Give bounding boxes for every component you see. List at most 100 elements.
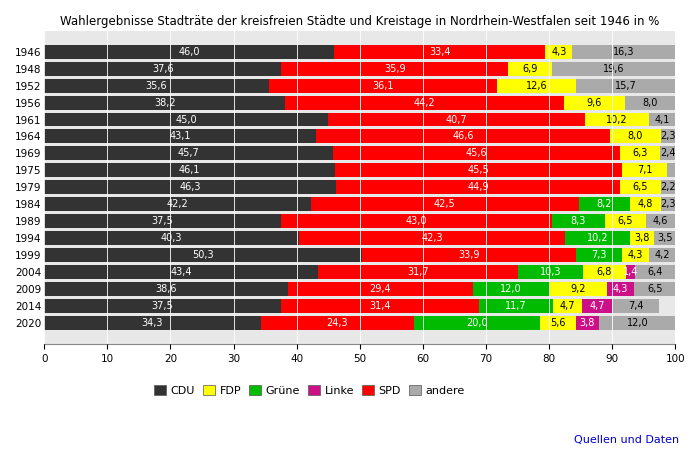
Text: 2,3: 2,3 — [660, 199, 675, 209]
Bar — [545, 45, 573, 58]
Bar — [575, 248, 622, 262]
Text: 40,3: 40,3 — [161, 233, 182, 243]
Text: 6,4: 6,4 — [648, 267, 663, 277]
Bar — [583, 265, 626, 279]
Text: 46,6: 46,6 — [452, 131, 474, 141]
Bar — [281, 214, 552, 228]
Bar — [362, 248, 575, 262]
Text: 45,7: 45,7 — [178, 148, 200, 158]
Text: 6,5: 6,5 — [632, 182, 648, 192]
Bar — [473, 282, 549, 296]
Bar — [44, 197, 311, 211]
Text: 8,0: 8,0 — [628, 131, 643, 141]
Bar — [599, 316, 675, 330]
Text: 10,2: 10,2 — [606, 114, 628, 125]
Bar — [316, 130, 610, 144]
Text: 46,3: 46,3 — [180, 182, 201, 192]
Bar — [620, 146, 660, 160]
Text: 46,0: 46,0 — [178, 47, 200, 57]
Text: 4,6: 4,6 — [652, 216, 668, 226]
Text: 1,4: 1,4 — [623, 267, 638, 277]
Text: 35,6: 35,6 — [146, 81, 167, 90]
Text: 38,6: 38,6 — [155, 284, 177, 294]
Text: 31,7: 31,7 — [407, 267, 429, 277]
Bar — [645, 214, 675, 228]
Text: 10,3: 10,3 — [540, 267, 561, 277]
Text: 9,2: 9,2 — [570, 284, 586, 294]
Bar — [44, 316, 260, 330]
Bar — [44, 180, 337, 194]
Text: 46,1: 46,1 — [179, 165, 200, 176]
Text: 33,4: 33,4 — [429, 47, 451, 57]
Bar — [288, 282, 473, 296]
Text: 35,9: 35,9 — [384, 64, 405, 74]
Bar — [44, 62, 281, 76]
Bar — [552, 62, 676, 76]
Text: 33,9: 33,9 — [458, 250, 480, 260]
Text: 43,1: 43,1 — [169, 131, 191, 141]
Text: 20,0: 20,0 — [466, 318, 488, 328]
Text: 4,2: 4,2 — [654, 250, 670, 260]
Bar — [414, 316, 540, 330]
Bar — [654, 231, 676, 245]
Bar — [553, 299, 582, 313]
Text: 43,0: 43,0 — [406, 216, 427, 226]
Text: 31,4: 31,4 — [369, 301, 391, 311]
Bar — [337, 180, 620, 194]
Bar — [566, 231, 630, 245]
Text: 45,0: 45,0 — [176, 114, 197, 125]
Text: 24,3: 24,3 — [326, 318, 348, 328]
Bar — [281, 62, 508, 76]
Bar — [44, 214, 281, 228]
Text: 7,1: 7,1 — [637, 165, 652, 176]
Text: 7,4: 7,4 — [628, 301, 643, 311]
Bar — [44, 130, 316, 144]
Text: 42,2: 42,2 — [167, 199, 188, 209]
Text: 8,0: 8,0 — [643, 98, 657, 108]
Title: Wahlergebnisse Stadträte der kreisfreien Städte und Kreistage in Nordrhein-Westf: Wahlergebnisse Stadträte der kreisfreien… — [60, 15, 659, 28]
Bar — [518, 265, 583, 279]
Text: 2,3: 2,3 — [660, 131, 675, 141]
Text: 45,5: 45,5 — [468, 165, 489, 176]
Text: 44,2: 44,2 — [414, 98, 435, 108]
Text: 3,5: 3,5 — [657, 233, 673, 243]
Text: 8,3: 8,3 — [570, 216, 586, 226]
Bar — [605, 214, 645, 228]
Bar — [579, 197, 631, 211]
Bar — [44, 265, 318, 279]
Bar — [44, 282, 288, 296]
Bar — [582, 299, 612, 313]
Text: 16,3: 16,3 — [613, 47, 634, 57]
Bar — [44, 248, 362, 262]
Bar — [634, 282, 676, 296]
Text: 43,4: 43,4 — [170, 267, 192, 277]
Bar — [260, 316, 414, 330]
Text: 42,3: 42,3 — [421, 233, 443, 243]
Bar — [508, 62, 552, 76]
Bar — [281, 299, 479, 313]
Bar — [612, 299, 659, 313]
Bar — [661, 180, 675, 194]
Text: 38,2: 38,2 — [154, 98, 176, 108]
Text: 2,4: 2,4 — [660, 148, 675, 158]
Bar — [44, 45, 335, 58]
Bar — [626, 265, 635, 279]
Bar — [286, 95, 564, 109]
Text: 5,6: 5,6 — [550, 318, 566, 328]
Bar — [332, 146, 620, 160]
Bar — [44, 231, 298, 245]
Bar — [328, 112, 585, 126]
Bar — [44, 79, 269, 93]
Text: 9,6: 9,6 — [587, 98, 602, 108]
Text: 4,3: 4,3 — [613, 284, 629, 294]
Text: Quellen und Daten: Quellen und Daten — [574, 436, 679, 446]
Text: 6,5: 6,5 — [617, 216, 633, 226]
Bar — [667, 163, 676, 177]
Bar — [269, 79, 496, 93]
Text: 7,3: 7,3 — [591, 250, 606, 260]
Text: 6,3: 6,3 — [633, 148, 648, 158]
Text: 42,5: 42,5 — [434, 199, 456, 209]
Bar — [44, 112, 328, 126]
Legend: CDU, FDP, Grüne, Linke, SPD, andere: CDU, FDP, Grüne, Linke, SPD, andere — [150, 381, 469, 400]
Text: 19,6: 19,6 — [603, 64, 624, 74]
